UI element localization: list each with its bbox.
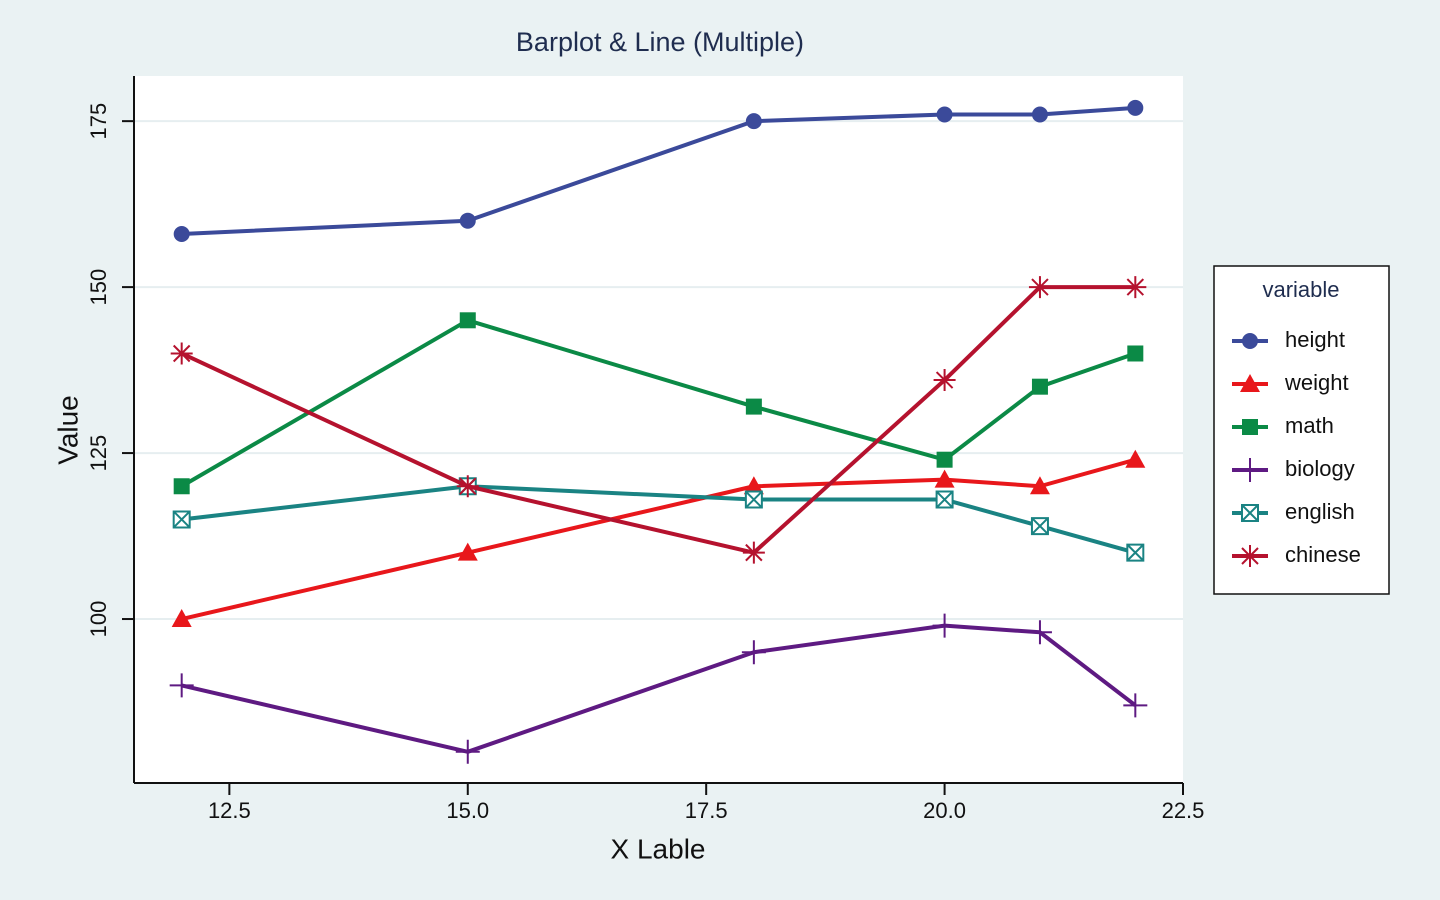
y-tick-label: 100: [86, 601, 111, 638]
marker: [173, 478, 190, 495]
series-line: [180, 318, 1136, 488]
marker: [170, 342, 193, 365]
series-line: [181, 623, 1137, 754]
marker: [1029, 476, 1050, 495]
y-tick-label: 175: [86, 103, 111, 140]
marker: [172, 510, 191, 529]
marker: [1028, 276, 1051, 299]
marker: [745, 113, 762, 130]
marker: [741, 640, 766, 665]
marker: [933, 369, 956, 392]
marker: [1125, 449, 1146, 468]
series-line: [181, 457, 1136, 621]
marker: [1126, 543, 1145, 562]
marker: [1242, 333, 1258, 349]
marker: [459, 212, 476, 229]
marker: [455, 739, 480, 764]
marker: [932, 613, 957, 638]
marker: [936, 106, 953, 123]
y-tick-label: 150: [86, 269, 111, 306]
legend-title: variable: [1262, 277, 1339, 302]
marker: [173, 225, 190, 242]
marker: [742, 541, 765, 564]
marker: [1127, 99, 1144, 116]
x-axis-label: X Lable: [611, 833, 706, 864]
series-line: [181, 105, 1136, 236]
marker: [1241, 504, 1259, 522]
legend-label: biology: [1285, 456, 1355, 481]
marker: [1127, 345, 1144, 362]
legend-label: height: [1285, 327, 1345, 352]
x-tick-label: 17.5: [685, 798, 728, 823]
plot-area: [134, 76, 1183, 783]
y-axis-label: Value: [52, 395, 83, 465]
marker: [744, 490, 763, 509]
marker: [1239, 545, 1261, 567]
x-tick-label: 22.5: [1162, 798, 1205, 823]
marker: [171, 609, 192, 628]
marker: [1242, 419, 1258, 435]
marker: [1123, 693, 1148, 718]
legend-label: chinese: [1285, 542, 1361, 567]
marker: [934, 469, 955, 488]
y-tick-label: 125: [86, 435, 111, 472]
marker: [935, 490, 954, 509]
marker: [1031, 378, 1048, 395]
x-tick-label: 12.5: [208, 798, 251, 823]
marker: [456, 475, 479, 498]
legend-label: english: [1285, 499, 1355, 524]
x-tick-label: 15.0: [446, 798, 489, 823]
chart-title: Barplot & Line (Multiple): [516, 27, 804, 57]
marker: [1238, 458, 1262, 482]
marker: [1030, 517, 1049, 536]
series-line: [180, 285, 1136, 555]
legend-label: math: [1285, 413, 1334, 438]
marker: [1027, 620, 1052, 645]
marker: [936, 451, 953, 468]
marker: [745, 398, 762, 415]
marker: [1240, 374, 1260, 392]
marker: [1031, 106, 1048, 123]
legend-label: weight: [1284, 370, 1349, 395]
marker: [457, 542, 478, 561]
marker: [743, 476, 764, 495]
x-tick-label: 20.0: [923, 798, 966, 823]
marker: [169, 673, 194, 698]
marker: [459, 312, 476, 329]
marker: [1124, 276, 1147, 299]
series-line: [181, 484, 1136, 555]
